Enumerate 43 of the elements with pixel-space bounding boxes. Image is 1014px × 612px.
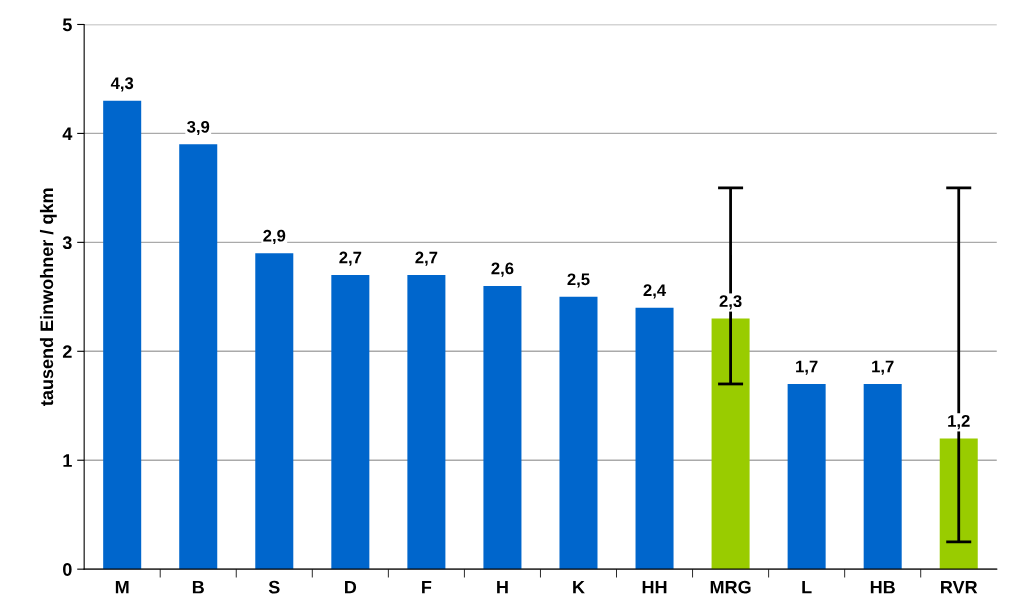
data-label: 2,7: [339, 251, 362, 266]
x-tick-label: L: [802, 580, 812, 594]
data-label: 2,4: [643, 284, 667, 299]
data-label: 3,9: [187, 120, 210, 136]
x-tick-label: RVR: [941, 580, 978, 594]
bar: [255, 253, 294, 570]
y-tick-label: 1: [63, 454, 72, 467]
bar: [559, 296, 598, 570]
data-label: 2,9: [263, 229, 286, 245]
x-tick-label: HB: [870, 580, 895, 594]
x-tick-label: D: [345, 580, 357, 594]
data-label: 2,6: [491, 262, 514, 277]
x-tick-label: M: [115, 580, 129, 594]
bar: [635, 307, 674, 570]
bar: [103, 100, 142, 570]
y-axis-title: tausend Einwohner / qkm: [39, 188, 57, 406]
y-tick-label: 2: [62, 345, 72, 358]
x-tick-label: MRG: [710, 580, 751, 594]
x-tick-label: HH: [642, 580, 667, 594]
bar: [331, 275, 370, 570]
data-label: 2,3: [719, 295, 742, 310]
data-label: 1,2: [948, 415, 970, 430]
bar: [179, 144, 218, 570]
x-tick-label: B: [192, 580, 204, 594]
x-tick-label: S: [268, 580, 280, 594]
bar: [711, 318, 750, 570]
bar: [407, 275, 446, 570]
bar: [863, 383, 902, 570]
y-tick-label: 5: [62, 18, 72, 32]
bar: [483, 285, 522, 570]
x-tick-label: F: [422, 580, 432, 594]
data-label: 4,3: [110, 77, 134, 92]
x-tick-label: K: [573, 580, 585, 594]
bar: [939, 438, 978, 570]
data-label: 1,7: [872, 360, 894, 375]
x-tick-label: H: [497, 580, 508, 594]
data-label: 2,7: [415, 251, 438, 266]
data-label: 2,5: [567, 273, 590, 288]
y-tick-label: 0: [63, 563, 72, 576]
data-label: 1,7: [796, 360, 818, 375]
y-tick-label: 4: [62, 127, 73, 140]
y-tick-label: 3: [62, 236, 72, 250]
bar: [787, 383, 826, 570]
